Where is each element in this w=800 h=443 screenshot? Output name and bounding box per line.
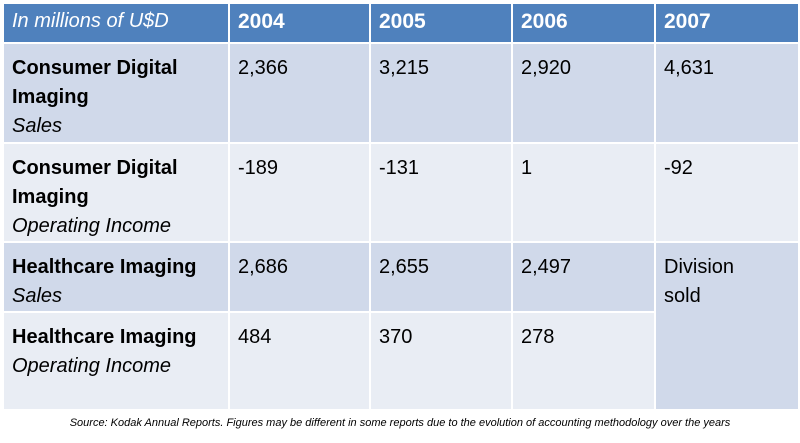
row-title: Consumer Digital Imaging [12,157,178,208]
year-header-2006: 2006 [511,2,656,44]
year-header-2004: 2004 [228,2,371,44]
value-cell: 370 [369,311,513,411]
table-row: Healthcare Imaging Sales 2,686 2,655 2,4… [2,241,800,411]
row-subtitle: Sales [12,115,63,137]
division-sold-cell: Division sold [654,241,800,411]
value-cell: 2,920 [511,42,656,144]
value-cell: 2,655 [369,241,513,313]
value-cell: 278 [511,311,656,411]
row-label-cell: Healthcare Imaging Operating Income [2,311,230,411]
row-title: Healthcare Imaging [12,326,197,348]
table-row: Healthcare Imaging Operating Income 484 … [2,311,799,411]
header-row: In millions of U$D 2004 2005 2006 2007 [2,2,800,44]
value-cell: 484 [228,311,371,411]
value-cell: 2,366 [228,42,371,144]
row-label-cell: Consumer Digital Imaging Sales [2,42,230,144]
value-cell: 4,631 [654,42,800,144]
value-cell: 3,215 [369,42,513,144]
table-row: Consumer Digital Imaging Sales 2,366 3,2… [2,42,800,144]
row-subtitle: Operating Income [12,215,171,237]
row-title: Healthcare Imaging [12,256,197,278]
row-title: Consumer Digital Imaging [12,57,178,108]
value-cell: -131 [369,142,513,243]
value-cell: 1 [511,142,656,243]
value-cell: -189 [228,142,371,243]
row-label-cell: Consumer Digital Imaging Operating Incom… [2,142,230,243]
table-row: Consumer Digital Imaging Operating Incom… [2,142,800,243]
year-header-2007: 2007 [654,2,800,44]
source-note: Source: Kodak Annual Reports. Figures ma… [69,417,731,429]
value-cell: -92 [654,142,800,243]
kodak-figures-table: In millions of U$D 2004 2005 2006 2007 C… [2,2,800,411]
year-header-2005: 2005 [369,2,513,44]
division-sold-note: Division sold [664,256,735,307]
value-cell: 2,497 [511,241,656,313]
value-cell: 2,686 [228,241,371,313]
row-subtitle: Sales [12,285,63,307]
row-subtitle: Operating Income [12,355,171,377]
unit-header-cell: In millions of U$D [2,2,230,44]
row-label-cell: Healthcare Imaging Sales [2,241,230,313]
